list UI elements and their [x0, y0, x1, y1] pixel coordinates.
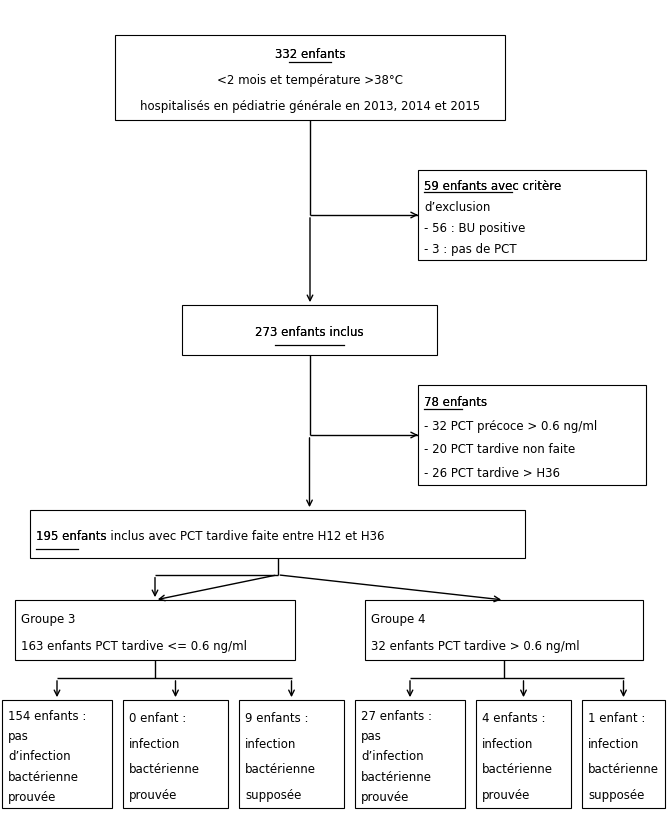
Text: hospitalisés en pédiatrie générale en 2013, 2014 et 2015: hospitalisés en pédiatrie générale en 20… [140, 101, 480, 113]
Text: 32 enfants PCT tardive > 0.6 ng/ml: 32 enfants PCT tardive > 0.6 ng/ml [371, 640, 580, 653]
Text: 273 enfants inclus: 273 enfants inclus [255, 327, 364, 340]
Text: 195 enfants: 195 enfants [36, 531, 107, 544]
Text: 1 enfant :: 1 enfant : [588, 713, 646, 726]
Text: 332 enfants: 332 enfants [275, 48, 346, 61]
Text: 154 enfants :: 154 enfants : [8, 710, 86, 722]
Text: bactérienne: bactérienne [245, 763, 316, 776]
Text: prouvée: prouvée [8, 791, 57, 804]
Bar [365, 600, 643, 660]
Bar [355, 700, 465, 808]
Text: bactérienne: bactérienne [482, 763, 553, 776]
Bar [15, 600, 295, 660]
Text: prouvée: prouvée [361, 791, 410, 804]
Text: 59 enfants avec critère: 59 enfants avec critère [424, 180, 561, 193]
Text: 195 enfants inclus avec PCT tardive faite entre H12 et H36: 195 enfants inclus avec PCT tardive fait… [36, 531, 384, 544]
Bar [582, 700, 665, 808]
Text: infection: infection [245, 738, 296, 751]
Text: 9 enfants :: 9 enfants : [245, 713, 309, 726]
Text: infection: infection [482, 738, 534, 751]
Text: - 20 PCT tardive non faite: - 20 PCT tardive non faite [424, 443, 575, 456]
Text: infection: infection [129, 738, 180, 751]
Text: 0 enfant :: 0 enfant : [129, 713, 186, 726]
Text: 273 enfants inclus: 273 enfants inclus [255, 327, 364, 340]
Text: pas: pas [361, 730, 382, 743]
Bar [418, 385, 646, 485]
Bar [30, 510, 525, 558]
Text: 27 enfants :: 27 enfants : [361, 710, 432, 722]
Text: bactérienne: bactérienne [361, 771, 432, 784]
Text: 59 enfants avec critère: 59 enfants avec critère [424, 180, 561, 193]
Text: - 26 PCT tardive > H36: - 26 PCT tardive > H36 [424, 467, 560, 480]
Text: infection: infection [588, 738, 640, 751]
Text: - 56 : BU positive: - 56 : BU positive [424, 222, 526, 235]
Text: supposée: supposée [245, 789, 301, 802]
Text: prouvée: prouvée [482, 789, 530, 802]
Text: Groupe 3: Groupe 3 [21, 613, 75, 626]
Bar [182, 305, 437, 355]
Bar [115, 35, 505, 120]
Text: 78 enfants: 78 enfants [424, 396, 487, 410]
Text: - 32 PCT précoce > 0.6 ng/ml: - 32 PCT précoce > 0.6 ng/ml [424, 420, 597, 432]
Bar [123, 700, 228, 808]
Text: d’infection: d’infection [8, 750, 71, 763]
Bar [2, 700, 112, 808]
Bar [239, 700, 344, 808]
Text: Groupe 4: Groupe 4 [371, 613, 426, 626]
Text: bactérienne: bactérienne [588, 763, 659, 776]
Text: prouvée: prouvée [129, 789, 177, 802]
Text: bactérienne: bactérienne [129, 763, 200, 776]
Text: 4 enfants :: 4 enfants : [482, 713, 546, 726]
Text: bactérienne: bactérienne [8, 771, 79, 784]
Text: supposée: supposée [588, 789, 644, 802]
Text: - 3 : pas de PCT: - 3 : pas de PCT [424, 243, 517, 256]
Text: <2 mois et température >38°C: <2 mois et température >38°C [217, 74, 403, 87]
Text: 163 enfants PCT tardive <= 0.6 ng/ml: 163 enfants PCT tardive <= 0.6 ng/ml [21, 640, 247, 653]
Text: 78 enfants: 78 enfants [424, 396, 487, 410]
Text: d’infection: d’infection [361, 750, 424, 763]
Bar [418, 170, 646, 260]
Bar [476, 700, 571, 808]
Text: pas: pas [8, 730, 29, 743]
Text: d’exclusion: d’exclusion [424, 201, 490, 214]
Text: 332 enfants: 332 enfants [275, 48, 346, 61]
